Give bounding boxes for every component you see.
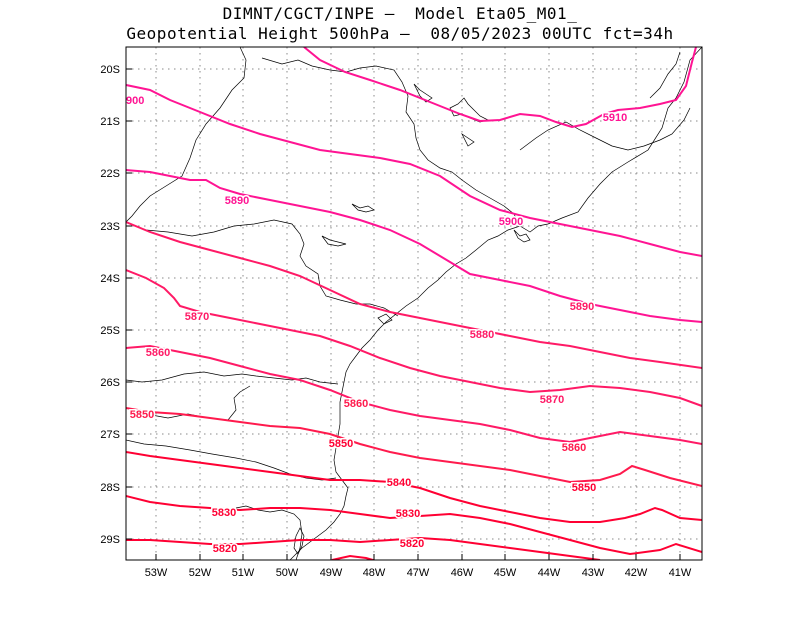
contour-label: 5850 (130, 409, 154, 421)
x-tick-label: 41W (669, 567, 692, 579)
contour-5910-west (126, 84, 702, 257)
contour-labels: 900 5910 5890 5900 5890 5870 5880 5860 5870 5860 5… (125, 94, 629, 557)
x-tick-label: 52W (189, 567, 212, 579)
contour-5900 (126, 169, 702, 323)
reservoir-south (461, 132, 475, 147)
contour-label: 5910 (603, 112, 627, 124)
x-tick-label: 42W (625, 567, 648, 579)
x-tick-label: 45W (494, 567, 517, 579)
map-title-line-2: Geopotential Height 500hPa – 08/05/2023 … (126, 24, 674, 43)
contour-label: 5830 (396, 508, 420, 520)
contour-label: 5860 (146, 347, 170, 359)
map-title-line-1: DIMNT/CGCT/INPE – Model Eta05_M01_ (222, 4, 578, 23)
x-tick-label: 44W (538, 567, 561, 579)
state-border-sp-mg (261, 57, 521, 227)
contour-label: 5830 (212, 507, 236, 519)
y-tick-label: 29S (100, 534, 120, 546)
contour-label: 5870 (540, 394, 564, 406)
contour-label: 5890 (225, 195, 249, 207)
y-tick-label: 25S (100, 325, 120, 337)
x-tick-label: 53W (145, 567, 168, 579)
contour-label: 5820 (213, 543, 237, 555)
contour-lines (126, 47, 702, 560)
contour-5870 (126, 344, 702, 445)
graticule-grid (126, 47, 702, 560)
contour-label: 5850 (329, 438, 353, 450)
contour-5830 (126, 536, 601, 560)
contour-5880 (126, 269, 702, 407)
state-border-rj-mg (519, 107, 691, 151)
contour-label: 5840 (387, 477, 411, 489)
y-tick-label: 21S (100, 116, 120, 128)
state-border-es (649, 51, 681, 99)
reservoir-north (413, 83, 433, 103)
x-tick-label: 47W (407, 567, 430, 579)
x-tick-label: 48W (363, 567, 386, 579)
contour-5840 (126, 495, 702, 556)
y-tick-label: 24S (100, 273, 120, 285)
state-border-sc-rs (126, 439, 337, 481)
contour-label: 5880 (470, 329, 494, 341)
contour-label: 900 (126, 95, 144, 107)
lake-furnas (449, 97, 490, 123)
contour-label: 5820 (400, 538, 424, 550)
contour-5860 (126, 407, 702, 487)
y-tick-label: 26S (100, 377, 120, 389)
reservoir-west (351, 203, 375, 213)
contour-label: 5900 (499, 216, 523, 228)
state-border-sc (126, 371, 339, 385)
contour-label: 5890 (570, 301, 594, 313)
x-tick-label: 51W (232, 567, 255, 579)
country-border-uruguay (235, 505, 303, 560)
contour-5910-east (303, 47, 697, 129)
contour-label: 5850 (572, 482, 596, 494)
y-tick-label: 20S (100, 64, 120, 76)
x-tick-label: 49W (320, 567, 343, 579)
state-border-pr (126, 219, 399, 317)
patos-lagoon (293, 527, 305, 555)
y-tick-label: 23S (100, 221, 120, 233)
y-tick-label: 28S (100, 482, 120, 494)
contour-5890 (126, 221, 702, 369)
x-tick-label: 46W (451, 567, 474, 579)
state-border-mg (126, 47, 247, 223)
plot-frame (125, 46, 703, 561)
contour-label: 5860 (562, 442, 586, 454)
contour-label: 5860 (344, 398, 368, 410)
contour-label: 5870 (185, 311, 209, 323)
contour-5820 (331, 554, 377, 560)
reservoir-pr (321, 235, 347, 247)
x-tick-label: 43W (582, 567, 605, 579)
guanabara-bay (513, 229, 531, 243)
y-tick-label: 22S (100, 168, 120, 180)
axes: 53W 52W 51W 50W 49W 48W 47W 46W 45W 44W 43W 42W 41W 2… (100, 64, 692, 579)
paranagua-bay (377, 313, 393, 325)
coastline (289, 47, 702, 560)
y-tick-label: 27S (100, 429, 120, 441)
contour-5850 (126, 451, 702, 523)
x-tick-label: 50W (276, 567, 299, 579)
